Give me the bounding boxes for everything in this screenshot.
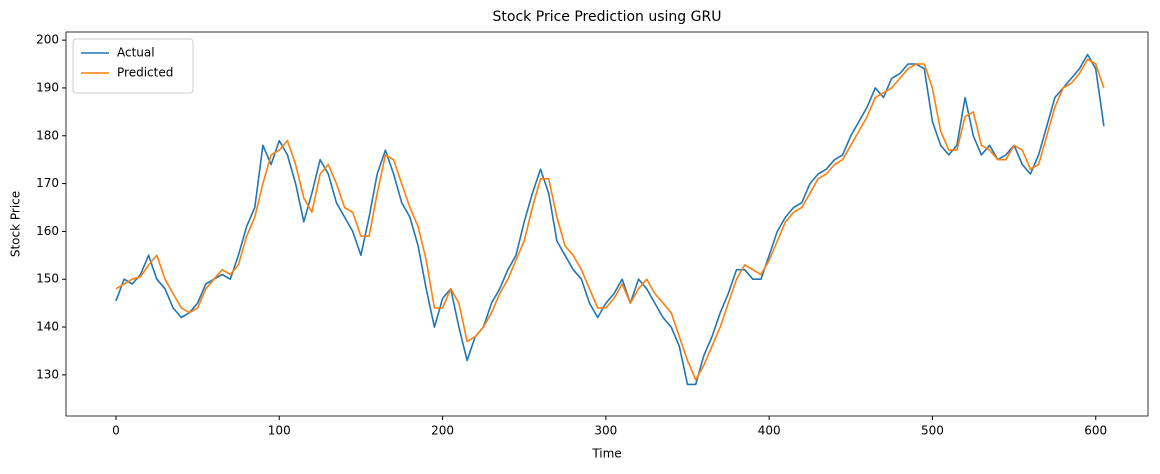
y-tick-label: 200 — [36, 33, 59, 47]
chart-title: Stock Price Prediction using GRU — [493, 9, 722, 25]
y-tick-label: 140 — [36, 320, 59, 334]
x-tick-label: 200 — [431, 424, 454, 438]
x-tick-label: 400 — [758, 424, 781, 438]
x-axis-label: Time — [591, 447, 621, 461]
series-line — [115, 58, 1105, 381]
x-tick-label: 600 — [1084, 424, 1107, 438]
y-tick-label: 150 — [36, 272, 59, 286]
legend-label: Predicted — [117, 66, 173, 80]
x-tick-label: 500 — [921, 424, 944, 438]
x-tick-label: 300 — [594, 424, 617, 438]
x-tick-label: 0 — [112, 424, 120, 438]
y-tick-label: 180 — [36, 128, 59, 142]
y-tick-label: 190 — [36, 80, 59, 94]
x-tick-label: 100 — [268, 424, 291, 438]
y-tick-label: 130 — [36, 367, 59, 381]
plot-frame — [65, 31, 1149, 417]
series-line — [115, 53, 1105, 386]
y-tick-label: 170 — [36, 176, 59, 190]
y-tick-label: 160 — [36, 224, 59, 238]
y-axis-label: Stock Price — [9, 191, 23, 257]
legend-label: Actual — [117, 46, 155, 60]
